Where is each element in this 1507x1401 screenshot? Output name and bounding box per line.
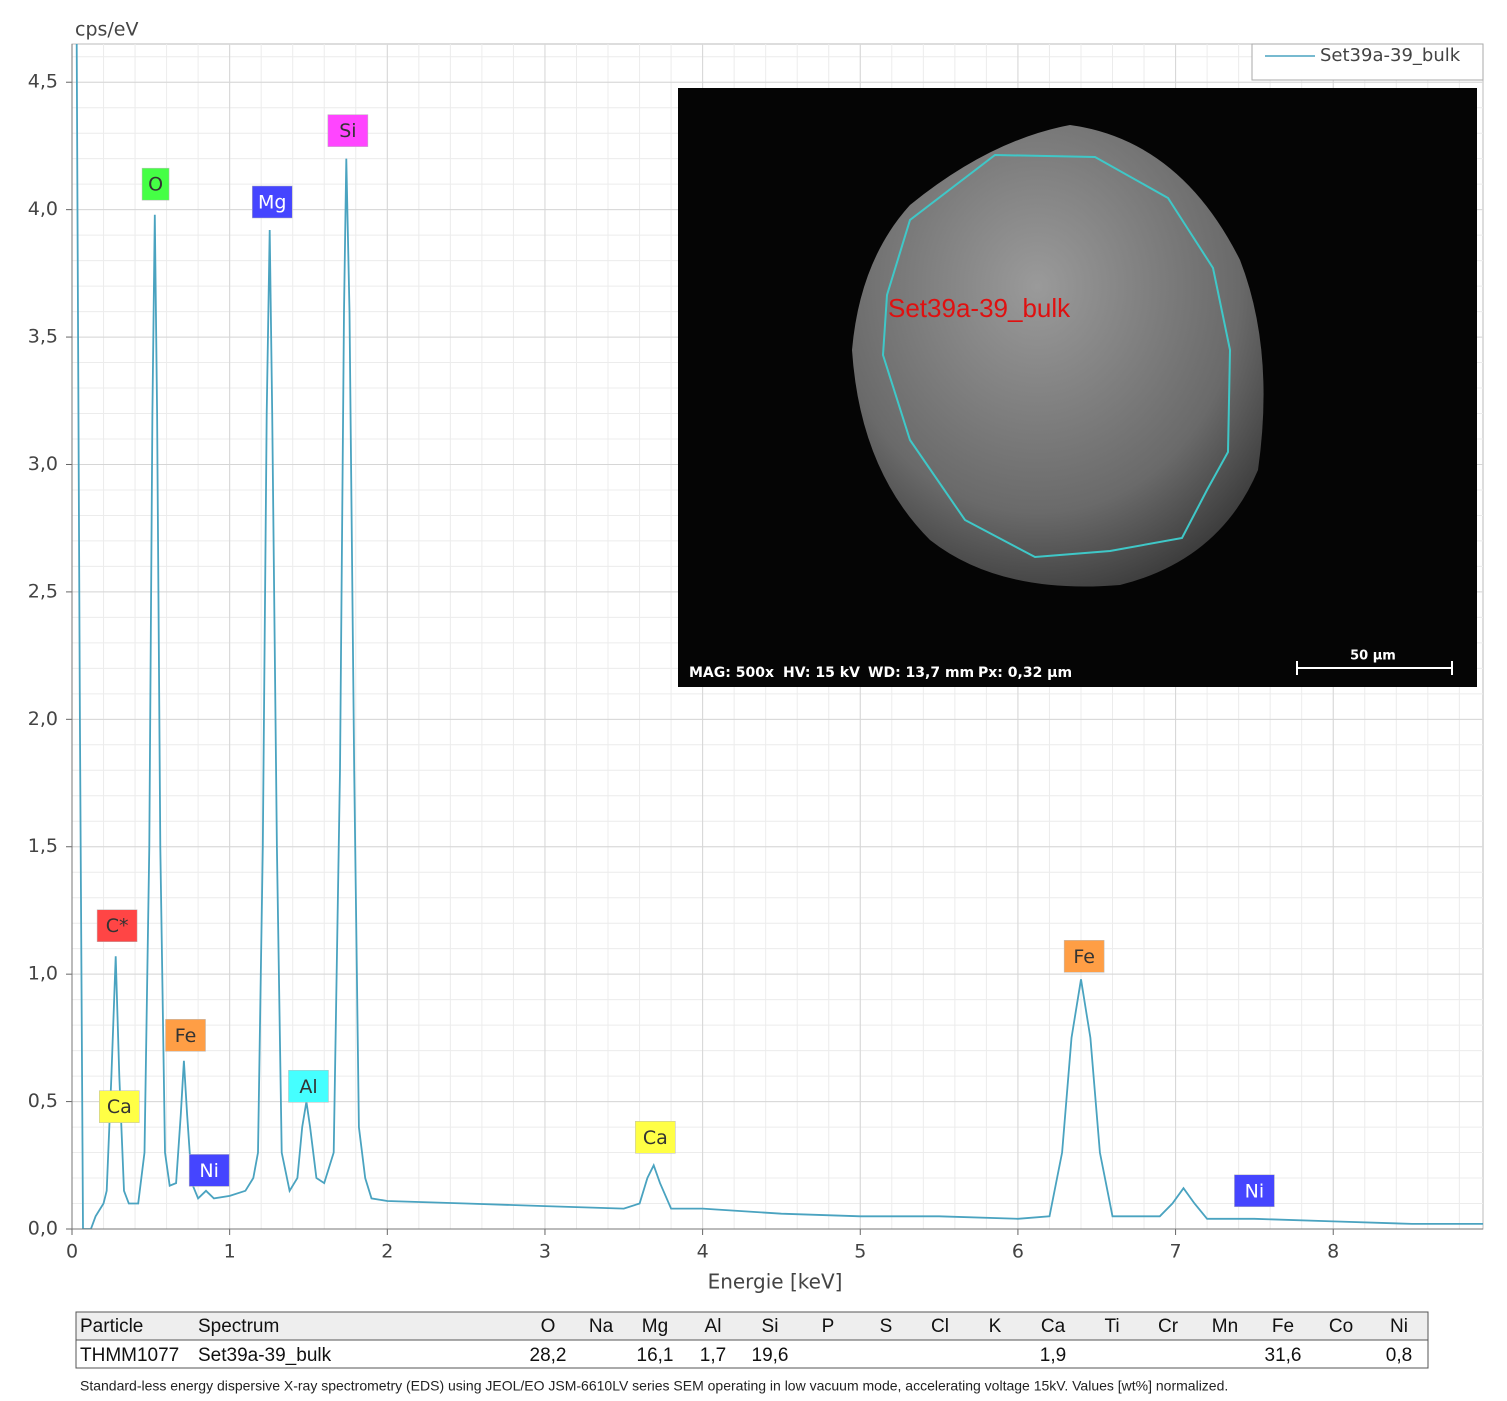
- table-header-cell: Mn: [1212, 1316, 1238, 1337]
- x-tick-label: 0: [66, 1241, 78, 1263]
- table-header-cell: Cl: [931, 1316, 949, 1337]
- peak-label: Ni: [1245, 1180, 1265, 1202]
- x-tick-label: 5: [854, 1241, 866, 1263]
- table-header-cell: Spectrum: [198, 1316, 279, 1337]
- table-cell: 28,2: [530, 1345, 567, 1366]
- peak-label: Ca: [107, 1096, 132, 1118]
- scale-label: 50 µm: [1350, 649, 1396, 664]
- x-tick-label: 4: [697, 1241, 709, 1263]
- x-tick-label: 7: [1170, 1241, 1182, 1263]
- table-header-cell: Co: [1329, 1316, 1353, 1337]
- table-header-cell: Al: [705, 1316, 722, 1337]
- image-info: MAG: 500x: [689, 665, 774, 681]
- table-cell: 0,8: [1386, 1345, 1412, 1366]
- table-cell: 16,1: [637, 1345, 674, 1366]
- particle: [852, 125, 1264, 587]
- peak-label: O: [148, 174, 163, 196]
- roi-outline: [881, 153, 1232, 559]
- table-header-cell: Cr: [1158, 1316, 1179, 1337]
- table-header-cell: P: [822, 1316, 835, 1337]
- table-header-cell: Ti: [1104, 1316, 1119, 1337]
- table-header-cell: Mg: [642, 1316, 668, 1337]
- table-cell: 1,9: [1040, 1345, 1066, 1366]
- table-header-cell: Na: [589, 1316, 614, 1337]
- peak-label-box: [188, 1154, 230, 1187]
- roi-label: Set39a-39_bulk: [888, 293, 1071, 323]
- peak-label-box: [141, 167, 170, 201]
- y-axis-label: cps/eV: [75, 19, 139, 41]
- image-info: WD: 13,7 mm: [868, 665, 974, 681]
- y-tick-label: 3,5: [28, 326, 58, 348]
- table-header-bg: [75, 1311, 1429, 1341]
- y-tick-label: 2,5: [28, 580, 58, 602]
- peak-label-box: [96, 909, 138, 942]
- table-header-cell: S: [880, 1316, 893, 1337]
- table-cell: THMM1077: [80, 1345, 179, 1366]
- y-tick-label: 1,0: [28, 963, 58, 985]
- y-tick-label: 1,5: [28, 835, 58, 857]
- x-tick-label: 6: [1012, 1241, 1024, 1263]
- x-axis-label: Energie [keV]: [708, 1270, 843, 1294]
- table-cell: 1,7: [700, 1345, 726, 1366]
- peak-label-box: [1063, 940, 1105, 973]
- image-info: HV: 15 kV: [783, 665, 860, 681]
- sem-image: Set39a-39_bulk MAG: 500x HV: 15 kV WD: 1…: [678, 88, 1477, 687]
- x-tick-label: 8: [1327, 1241, 1339, 1263]
- x-tick-label: 2: [381, 1241, 393, 1263]
- peak-label-box: [327, 114, 369, 147]
- peak-label-box: [1234, 1174, 1275, 1208]
- peak-label-box: [99, 1090, 140, 1123]
- table-cell: Set39a-39_bulk: [198, 1345, 332, 1366]
- peak-label: Al: [299, 1076, 317, 1098]
- legend: [1251, 43, 1484, 81]
- peak-label-box: [251, 185, 293, 219]
- caption: Standard-less energy dispersive X-ray sp…: [80, 1378, 1228, 1394]
- table-header-cell: Fe: [1272, 1316, 1294, 1337]
- table-cell: 31,6: [1265, 1345, 1302, 1366]
- legend-label: Set39a-39_bulk: [1320, 45, 1461, 66]
- y-tick-label: 3,0: [28, 453, 58, 475]
- peak-label: Fe: [1073, 946, 1095, 968]
- peak-label: C*: [106, 915, 129, 937]
- table-cell: 19,6: [752, 1345, 789, 1366]
- table-header-cell: Ni: [1390, 1316, 1408, 1337]
- peak-label-box: [288, 1070, 329, 1103]
- peak-label-box: [165, 1019, 206, 1052]
- x-tick-label: 1: [224, 1241, 236, 1263]
- peak-label: Si: [339, 120, 356, 142]
- table-header-cell: O: [541, 1316, 556, 1337]
- peak-label: Ni: [199, 1160, 219, 1182]
- table-header-cell: Particle: [80, 1316, 143, 1337]
- peak-label: Mg: [258, 192, 286, 214]
- peak-label: Fe: [175, 1025, 197, 1047]
- scale-bar: [1296, 661, 1453, 675]
- table-header-cell: Ca: [1041, 1316, 1066, 1337]
- peak-label-box: [635, 1121, 676, 1154]
- y-tick-label: 4,0: [28, 198, 58, 220]
- y-tick-label: 4,5: [28, 71, 58, 93]
- table: Particle Spectrum O Na Mg Al Si P S Cl K Ca Ti Cr Mn Fe…: [75, 1311, 1429, 1369]
- y-tick-label: 0,0: [28, 1218, 58, 1240]
- image-info: Px: 0,32 µm: [978, 665, 1072, 681]
- table-header-cell: K: [989, 1316, 1002, 1337]
- table-header-cell: Si: [762, 1316, 779, 1337]
- y-tick-label: 2,0: [28, 708, 58, 730]
- y-tick-label: 0,5: [28, 1090, 58, 1112]
- peak-label: Ca: [643, 1127, 668, 1149]
- x-tick-label: 3: [539, 1241, 551, 1263]
